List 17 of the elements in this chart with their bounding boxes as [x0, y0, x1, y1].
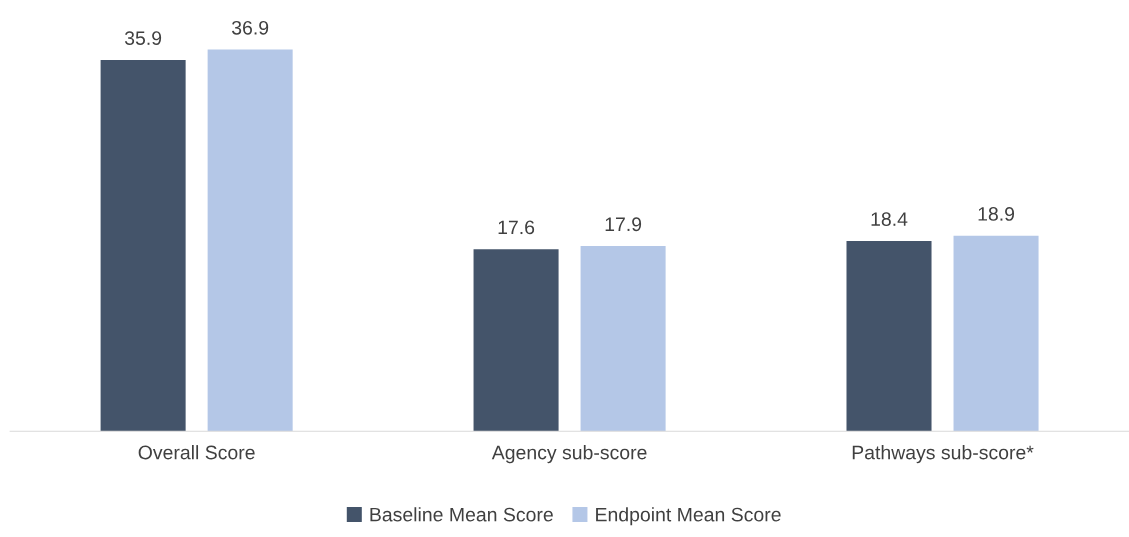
data-label: 17.9	[605, 217, 642, 232]
bar	[953, 235, 1039, 432]
x-tick-label: Overall Score	[138, 445, 255, 460]
bar	[580, 246, 666, 432]
data-label: 18.4	[871, 212, 908, 226]
legend-label: Endpoint Mean Score	[596, 507, 781, 526]
x-tick-label: Pathways sub-score*	[852, 445, 1034, 464]
bar	[473, 249, 559, 432]
legend-label: Baseline Mean Score	[370, 507, 553, 522]
x-tick-label: Agency sub-score	[491, 445, 647, 464]
data-label: 18.9	[978, 207, 1015, 221]
bar	[100, 59, 186, 432]
bar	[846, 240, 932, 432]
data-label: 35.9	[124, 31, 162, 45]
data-label: 17.6	[498, 220, 535, 235]
bar	[207, 49, 293, 432]
data-label: 36.9	[231, 20, 269, 35]
